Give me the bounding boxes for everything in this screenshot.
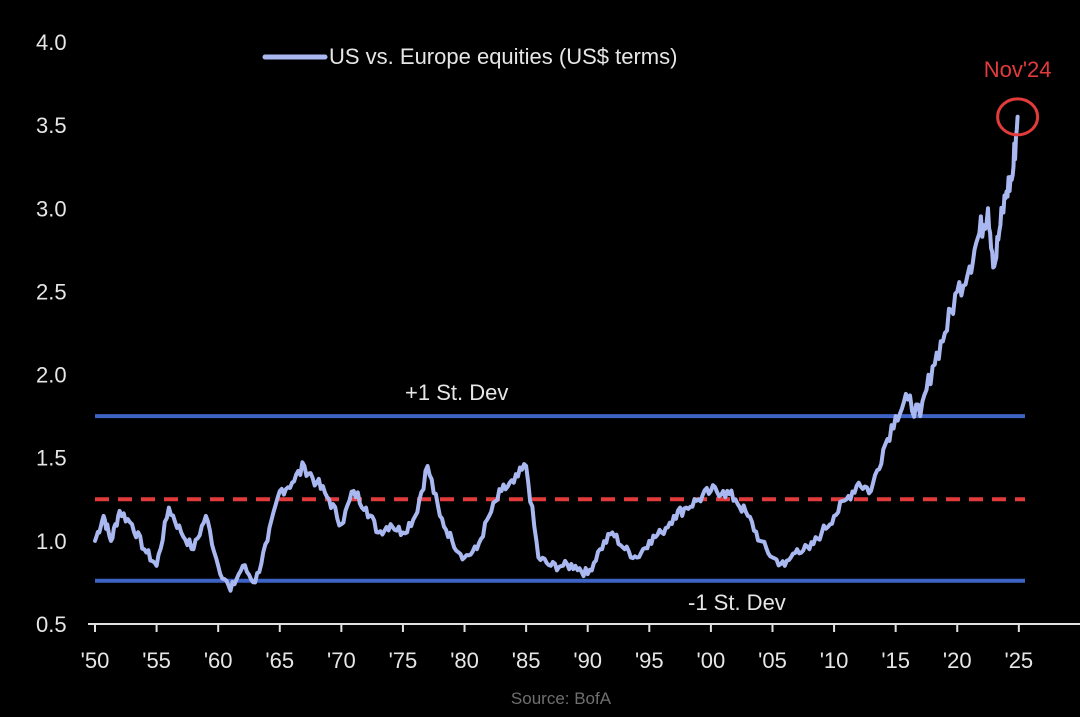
y-tick-label: 2.0 — [36, 363, 67, 388]
y-axis-ticks: 0.5 1.0 1.5 2.0 2.5 3.0 3.5 4.0 — [36, 30, 67, 637]
x-tick-label: '00 — [697, 648, 726, 673]
x-tick-label: '90 — [573, 648, 602, 673]
y-tick-label: 1.5 — [36, 446, 67, 471]
highlight-circle — [996, 97, 1040, 137]
minus-one-std-dev-label: -1 St. Dev — [688, 590, 786, 615]
x-tick-label: '25 — [1005, 648, 1034, 673]
x-tick-label: '75 — [389, 648, 418, 673]
x-tick-label: '10 — [820, 648, 849, 673]
x-tick-label: '50 — [81, 648, 110, 673]
x-tick-label: '60 — [204, 648, 233, 673]
y-tick-label: 3.5 — [36, 113, 67, 138]
x-tick-label: '85 — [512, 648, 541, 673]
x-tick-label: '70 — [327, 648, 356, 673]
x-tick-label: '20 — [943, 648, 972, 673]
x-tick-label: '95 — [635, 648, 664, 673]
y-tick-label: 2.5 — [36, 279, 67, 304]
x-tick-label: '65 — [265, 648, 294, 673]
x-tick-label: '80 — [450, 648, 479, 673]
y-tick-label: 4.0 — [36, 30, 67, 55]
plus-one-std-dev-label: +1 St. Dev — [405, 380, 508, 405]
y-tick-label: 1.0 — [36, 529, 67, 554]
y-tick-label: 0.5 — [36, 612, 67, 637]
source-note: Source: BofA — [511, 689, 612, 708]
legend-label: US vs. Europe equities (US$ terms) — [329, 44, 677, 69]
x-axis-ticks: '50 '55 '60 '65 '70 '75 '80 '85 '90 '95 '00 '05 '10 '… — [81, 624, 1034, 673]
source-strip: Source: BofA — [511, 689, 612, 708]
y-tick-label: 3.0 — [36, 196, 67, 221]
annotation-nov-24: Nov'24 — [984, 57, 1052, 82]
x-tick-label: '05 — [758, 648, 787, 673]
x-tick-label: '55 — [142, 648, 171, 673]
legend: US vs. Europe equities (US$ terms) — [262, 44, 677, 69]
x-tick-label: '15 — [881, 648, 910, 673]
series-line-us-vs-europe — [93, 114, 1020, 593]
